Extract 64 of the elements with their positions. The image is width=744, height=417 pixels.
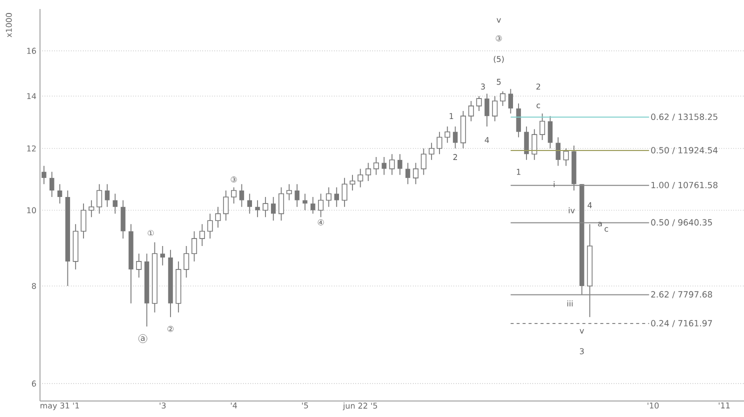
candlestick bbox=[350, 174, 356, 191]
candlestick bbox=[231, 186, 237, 204]
candlestick bbox=[255, 200, 260, 218]
candlestick bbox=[444, 126, 450, 144]
candlestick bbox=[436, 131, 442, 155]
candlestick bbox=[302, 193, 308, 211]
candlestick bbox=[326, 186, 332, 208]
candlestick bbox=[476, 96, 482, 112]
candlestick bbox=[191, 230, 198, 262]
candlestick bbox=[199, 224, 205, 246]
candlestick bbox=[532, 128, 538, 160]
candlestick bbox=[88, 200, 94, 218]
candlestick bbox=[420, 148, 426, 176]
candlestick bbox=[366, 162, 372, 182]
candlestick bbox=[270, 196, 276, 222]
candlestick bbox=[112, 193, 118, 214]
candlestick bbox=[428, 142, 434, 160]
candlestick bbox=[239, 184, 244, 208]
candlestick bbox=[57, 184, 62, 204]
candlestick bbox=[286, 184, 292, 201]
candlestick bbox=[184, 246, 190, 278]
candlestick bbox=[49, 171, 54, 198]
candlestick bbox=[223, 190, 229, 222]
candlestick bbox=[524, 126, 529, 160]
candlestick bbox=[373, 156, 379, 176]
candlestick bbox=[556, 136, 560, 166]
candlestick bbox=[382, 156, 386, 176]
ref-line-label: 0.50 / 11924.54 bbox=[651, 147, 718, 154]
candlestick bbox=[215, 206, 221, 228]
candlestick bbox=[342, 177, 348, 208]
candlestick bbox=[310, 196, 316, 214]
ref-line-label: 1.00 / 10761.58 bbox=[652, 182, 718, 189]
candlestick bbox=[500, 90, 506, 106]
candlestick bbox=[96, 184, 102, 214]
ref-line-label: 0.24 / 7161.97 bbox=[651, 320, 712, 328]
ref-line-label: 2.62 / 7797.68 bbox=[651, 291, 712, 298]
candlestick bbox=[484, 93, 490, 127]
candlestick bbox=[278, 186, 284, 222]
candlestick bbox=[42, 165, 46, 185]
candlestick bbox=[207, 213, 213, 240]
candlestick bbox=[136, 253, 142, 278]
candlestick bbox=[334, 186, 340, 208]
candlestick bbox=[468, 100, 474, 122]
candlestick bbox=[412, 162, 419, 185]
candlestick bbox=[452, 126, 458, 149]
candlestick bbox=[247, 193, 252, 214]
candlestick bbox=[318, 193, 324, 218]
candlestick bbox=[540, 113, 546, 140]
candlestick bbox=[80, 203, 86, 240]
candlestick bbox=[262, 196, 268, 218]
ref-line-label: 0.62 / 13158.25 bbox=[651, 114, 718, 121]
candlestick bbox=[358, 168, 364, 188]
candlestick bbox=[508, 88, 514, 114]
candlestick bbox=[516, 103, 521, 138]
candlestick bbox=[563, 148, 569, 166]
candlestick bbox=[104, 184, 110, 208]
candlestick bbox=[405, 162, 410, 185]
candlestick bbox=[398, 154, 402, 176]
candlestick bbox=[294, 184, 300, 208]
candlestick bbox=[492, 96, 498, 122]
candlestick bbox=[160, 246, 165, 266]
candlestick bbox=[389, 154, 395, 176]
candlestick bbox=[548, 116, 553, 149]
ref-line-label: 0.50 / 9640.35 bbox=[651, 219, 712, 226]
